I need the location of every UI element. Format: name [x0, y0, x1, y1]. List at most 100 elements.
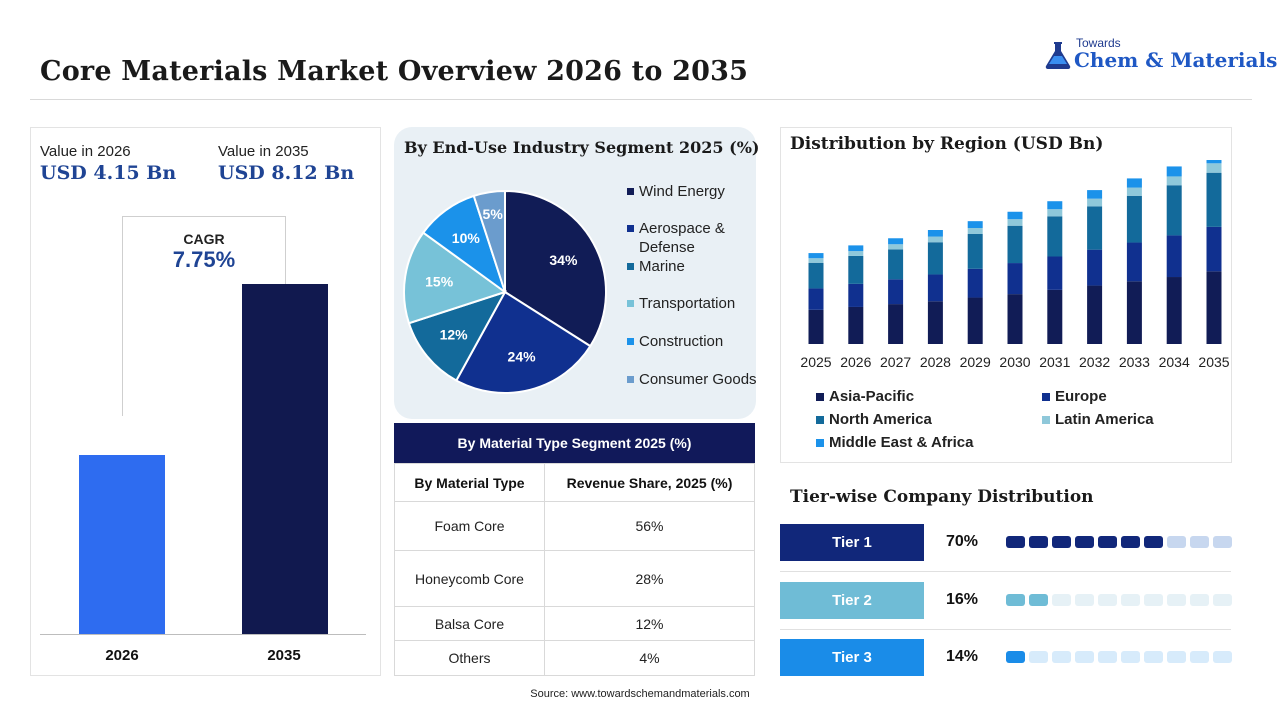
tier-segment-empty [1213, 594, 1232, 606]
tier-segment-empty [1213, 651, 1232, 663]
region-bar-segment [1166, 277, 1182, 344]
pie-legend-item: Construction [627, 332, 757, 351]
table-cell-share: 28% [544, 550, 755, 607]
legend-swatch [627, 263, 634, 270]
region-bar-segment [1007, 219, 1023, 226]
region-bar-segment [808, 288, 824, 310]
region-bar-segment [1087, 198, 1103, 207]
pie-slice-3 [403, 231, 508, 325]
pie-slice-5 [472, 189, 506, 293]
region-bar-segment [1007, 211, 1023, 220]
legend-swatch [816, 393, 824, 401]
region-bar-segment [1206, 271, 1222, 344]
pie-legend-label: Wind Energy [639, 183, 725, 200]
header-divider [30, 99, 1252, 100]
tier-segment-filled [1029, 594, 1048, 606]
region-stacked-bar-chart [808, 160, 1222, 344]
legend-swatch [816, 439, 824, 447]
table-cell-type: Others [394, 640, 545, 676]
tier-segment-empty [1190, 594, 1209, 606]
region-bar-segment [848, 245, 864, 252]
region-year-label: 2031 [1039, 354, 1071, 370]
region-bar-segment [888, 279, 904, 305]
legend-swatch [1042, 393, 1050, 401]
tier-segment-empty [1213, 536, 1232, 548]
material-table: By Material Type Revenue Share, 2025 (%)… [394, 463, 755, 676]
region-chart-title: Distribution by Region (USD Bn) [790, 134, 1104, 154]
table-row: Foam Core 56% [394, 501, 755, 551]
pie-chart: 34% 24% 12% 15% 10%5% [403, 189, 607, 394]
region-bar-segment [927, 242, 943, 275]
pie-slice-label: 12% [440, 326, 469, 342]
region-legend-item: Middle East & Africa [816, 434, 973, 451]
region-year-label: 2035 [1198, 354, 1230, 370]
region-bar-segment [1126, 178, 1142, 188]
region-bar-segment [1047, 209, 1063, 217]
region-bar-segment [1087, 285, 1103, 344]
logo-big-text: Chem & Materials [1074, 48, 1278, 72]
legend-swatch [627, 338, 634, 345]
material-table-header-share: Revenue Share, 2025 (%) [544, 463, 755, 502]
region-bar-segment [888, 304, 904, 344]
tier-segment-empty [1098, 651, 1117, 663]
region-year-label: 2033 [1118, 354, 1150, 370]
region-year-label: 2034 [1158, 354, 1190, 370]
region-bar-segment [1166, 166, 1182, 177]
region-bar-segment [888, 244, 904, 250]
region-bar-segment [1126, 281, 1142, 344]
logo-small-text: Towards [1076, 36, 1121, 50]
pie-legend-label: Consumer Goods [639, 371, 757, 388]
region-bar-segment [927, 274, 943, 302]
tier-segment-empty [1144, 651, 1163, 663]
region-bar-segment [1126, 187, 1142, 196]
tier-segment-empty [1075, 651, 1094, 663]
region-year-label: 2028 [919, 354, 951, 370]
region-bar-segment [1087, 190, 1103, 199]
pie-slice-label: 15% [425, 274, 454, 290]
pie-legend-item: Marine [627, 257, 757, 276]
region-bar-segment [808, 309, 824, 344]
region-bar-segment [808, 258, 824, 263]
region-bar-segment [967, 228, 983, 234]
region-bar-segment [967, 221, 983, 229]
tier-segment-filled [1006, 536, 1025, 548]
flask-icon [1045, 42, 1071, 70]
tier-segment-empty [1121, 594, 1140, 606]
tier-segment-empty [1075, 594, 1094, 606]
region-bar-segment [1087, 249, 1103, 286]
brand-logo: Towards Chem & Materials [1044, 36, 1277, 76]
kpi-2035-label: Value in 2035 [218, 143, 309, 160]
source-note: Source: www.towardschemandmaterials.com [530, 688, 750, 700]
region-bar-segment [888, 249, 904, 280]
table-row: Honeycomb Core 28% [394, 550, 755, 607]
tier-segment-filled [1029, 536, 1048, 548]
table-cell-share: 56% [544, 501, 755, 551]
pie-slice-label: 24% [508, 349, 537, 365]
pie-legend-item: Wind Energy [627, 182, 757, 201]
table-cell-type: Foam Core [394, 501, 545, 551]
region-legend-label: Latin America [1055, 411, 1154, 428]
region-bar-segment [848, 255, 864, 284]
region-bar-segment [848, 283, 864, 307]
region-bar-segment [1206, 226, 1222, 272]
region-legend-item: Asia-Pacific [816, 388, 915, 405]
tier-segment-empty [1167, 536, 1186, 548]
legend-swatch [816, 416, 824, 424]
pie-slice-label: 34% [549, 252, 578, 268]
region-year-label: 2032 [1079, 354, 1111, 370]
region-bar-segment [1087, 206, 1103, 250]
tier-segment-empty [1144, 594, 1163, 606]
pie-slice-label: 10% [452, 230, 481, 246]
region-bar-segment [1206, 160, 1222, 164]
region-legend-label: Asia-Pacific [829, 388, 915, 405]
table-cell-type: Honeycomb Core [394, 550, 545, 607]
region-bar-segment [1047, 289, 1063, 344]
tier-segment-empty [1190, 536, 1209, 548]
region-bar-segment [1047, 216, 1063, 257]
pie-chart-title: By End-Use Industry Segment 2025 (%) [404, 138, 760, 157]
region-bar-segment [1126, 242, 1142, 282]
region-bar-segment [967, 233, 983, 269]
pie-legend-label: Transportation [639, 295, 736, 312]
pie-legend-label: Construction [639, 333, 724, 350]
region-bar-segment [1007, 294, 1023, 344]
